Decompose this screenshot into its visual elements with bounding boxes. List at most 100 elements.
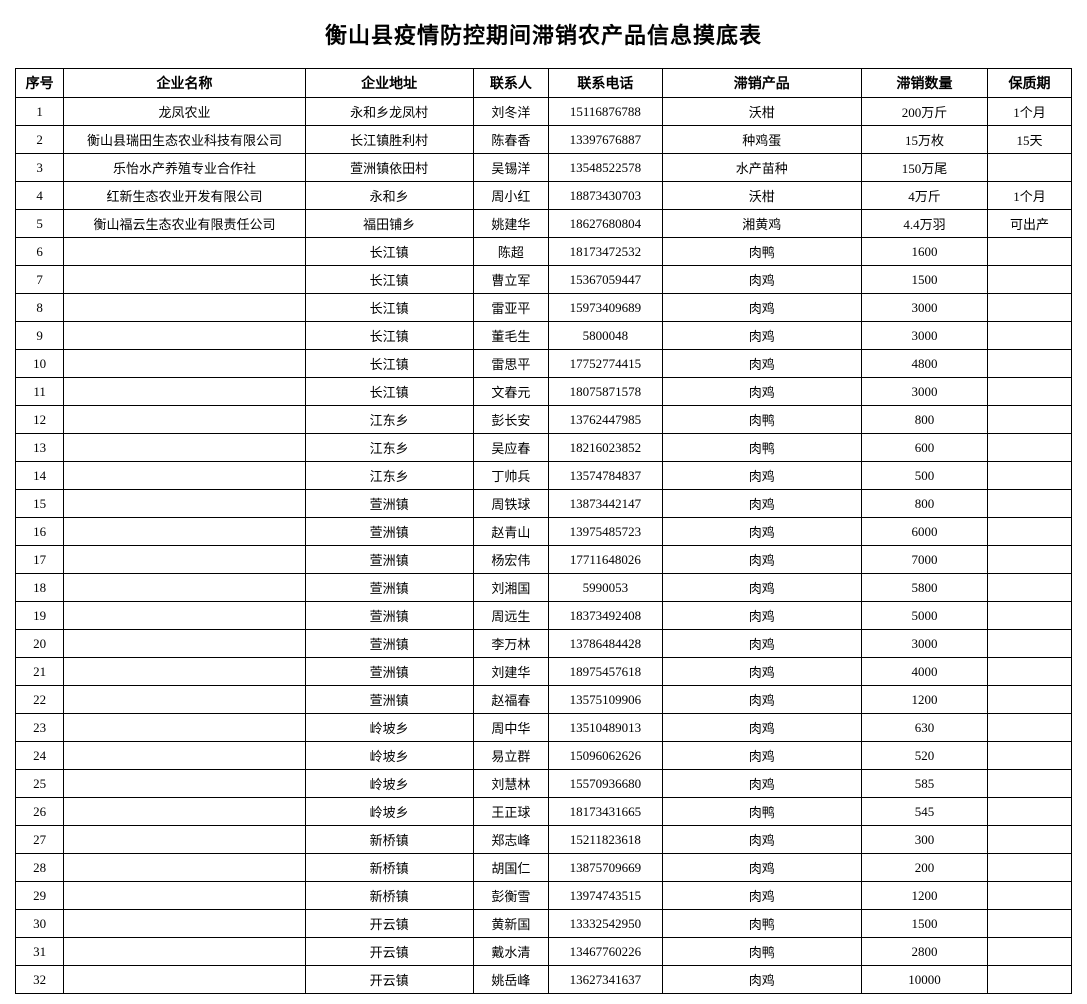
cell-phone: 18173431665 [549, 798, 662, 826]
cell-quantity: 3000 [862, 322, 988, 350]
cell-index: 8 [16, 294, 64, 322]
cell-address: 新桥镇 [305, 854, 473, 882]
cell-address: 江东乡 [305, 434, 473, 462]
cell-product: 肉鸡 [662, 574, 861, 602]
cell-address: 新桥镇 [305, 882, 473, 910]
table-row: 21萱洲镇刘建华18975457618肉鸡4000 [16, 658, 1072, 686]
cell-phone: 18075871578 [549, 378, 662, 406]
cell-shelflife: 1个月 [987, 182, 1071, 210]
cell-product: 湘黄鸡 [662, 210, 861, 238]
table-row: 6长江镇陈超18173472532肉鸭1600 [16, 238, 1072, 266]
cell-company [64, 910, 305, 938]
cell-company [64, 966, 305, 994]
cell-address: 福田铺乡 [305, 210, 473, 238]
cell-contact: 吴应春 [473, 434, 549, 462]
col-header-shelflife: 保质期 [987, 69, 1071, 98]
cell-product: 肉鸡 [662, 714, 861, 742]
cell-company: 衡山县瑞田生态农业科技有限公司 [64, 126, 305, 154]
cell-address: 长江镇 [305, 294, 473, 322]
cell-product: 肉鸡 [662, 266, 861, 294]
table-row: 8长江镇雷亚平15973409689肉鸡3000 [16, 294, 1072, 322]
cell-quantity: 200 [862, 854, 988, 882]
cell-index: 2 [16, 126, 64, 154]
cell-shelflife [987, 238, 1071, 266]
cell-index: 29 [16, 882, 64, 910]
cell-quantity: 800 [862, 490, 988, 518]
cell-quantity: 4800 [862, 350, 988, 378]
cell-company [64, 630, 305, 658]
cell-address: 长江镇 [305, 238, 473, 266]
cell-company [64, 602, 305, 630]
cell-address: 岭坡乡 [305, 714, 473, 742]
cell-address: 岭坡乡 [305, 798, 473, 826]
cell-product: 肉鸡 [662, 378, 861, 406]
cell-phone: 5990053 [549, 574, 662, 602]
cell-contact: 陈春香 [473, 126, 549, 154]
cell-shelflife [987, 938, 1071, 966]
cell-contact: 雷思平 [473, 350, 549, 378]
cell-address: 长江镇 [305, 266, 473, 294]
cell-product: 肉鸡 [662, 350, 861, 378]
cell-contact: 丁帅兵 [473, 462, 549, 490]
cell-product: 水产苗种 [662, 154, 861, 182]
cell-product: 肉鸡 [662, 658, 861, 686]
cell-company [64, 658, 305, 686]
cell-contact: 刘湘国 [473, 574, 549, 602]
cell-company: 乐怡水产养殖专业合作社 [64, 154, 305, 182]
cell-quantity: 520 [862, 742, 988, 770]
cell-quantity: 4.4万羽 [862, 210, 988, 238]
table-row: 31开云镇戴水清13467760226肉鸭2800 [16, 938, 1072, 966]
cell-phone: 18873430703 [549, 182, 662, 210]
table-row: 26岭坡乡王正球18173431665肉鸭545 [16, 798, 1072, 826]
cell-address: 永和乡 [305, 182, 473, 210]
cell-shelflife [987, 462, 1071, 490]
cell-contact: 杨宏伟 [473, 546, 549, 574]
cell-address: 开云镇 [305, 910, 473, 938]
cell-product: 肉鸡 [662, 770, 861, 798]
cell-quantity: 4万斤 [862, 182, 988, 210]
cell-contact: 彭长安 [473, 406, 549, 434]
cell-address: 岭坡乡 [305, 770, 473, 798]
cell-index: 11 [16, 378, 64, 406]
cell-index: 30 [16, 910, 64, 938]
cell-address: 萱洲镇 [305, 490, 473, 518]
cell-company [64, 770, 305, 798]
cell-company [64, 938, 305, 966]
table-row: 18萱洲镇刘湘国5990053肉鸡5800 [16, 574, 1072, 602]
cell-contact: 文春元 [473, 378, 549, 406]
table-row: 12江东乡彭长安13762447985肉鸭800 [16, 406, 1072, 434]
cell-index: 31 [16, 938, 64, 966]
cell-company [64, 826, 305, 854]
table-row: 20萱洲镇李万林13786484428肉鸡3000 [16, 630, 1072, 658]
cell-product: 肉鸡 [662, 546, 861, 574]
cell-index: 32 [16, 966, 64, 994]
cell-address: 萱洲镇 [305, 518, 473, 546]
cell-index: 4 [16, 182, 64, 210]
cell-shelflife [987, 406, 1071, 434]
table-row: 19萱洲镇周远生18373492408肉鸡5000 [16, 602, 1072, 630]
cell-company [64, 854, 305, 882]
cell-contact: 刘建华 [473, 658, 549, 686]
cell-phone: 13627341637 [549, 966, 662, 994]
cell-address: 开云镇 [305, 938, 473, 966]
table-row: 7长江镇曹立军15367059447肉鸡1500 [16, 266, 1072, 294]
cell-shelflife [987, 574, 1071, 602]
table-row: 9长江镇董毛生5800048肉鸡3000 [16, 322, 1072, 350]
cell-contact: 赵青山 [473, 518, 549, 546]
cell-quantity: 3000 [862, 630, 988, 658]
cell-phone: 13397676887 [549, 126, 662, 154]
table-row: 29新桥镇彭衡雪13974743515肉鸡1200 [16, 882, 1072, 910]
cell-shelflife [987, 854, 1071, 882]
cell-quantity: 585 [862, 770, 988, 798]
cell-index: 21 [16, 658, 64, 686]
col-header-company: 企业名称 [64, 69, 305, 98]
cell-company [64, 686, 305, 714]
cell-company [64, 518, 305, 546]
col-header-contact: 联系人 [473, 69, 549, 98]
cell-phone: 18216023852 [549, 434, 662, 462]
cell-shelflife [987, 378, 1071, 406]
cell-phone: 13873442147 [549, 490, 662, 518]
cell-product: 肉鸡 [662, 882, 861, 910]
cell-contact: 赵福春 [473, 686, 549, 714]
cell-contact: 刘慧林 [473, 770, 549, 798]
